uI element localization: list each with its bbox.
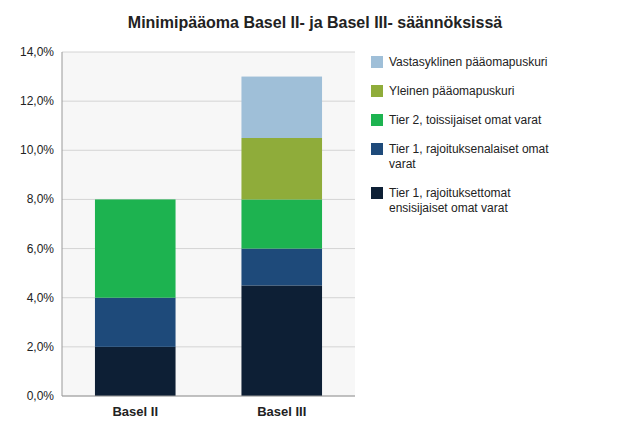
legend-swatch <box>371 85 383 97</box>
grid <box>62 52 355 396</box>
bar-segment <box>241 77 322 138</box>
x-tick-label: Basel III <box>257 404 306 419</box>
legend-entry: Tier 2, toissijaiset omat varat <box>389 113 542 127</box>
bar-segment <box>241 199 322 248</box>
grid-line <box>62 396 355 397</box>
plot-background <box>62 52 355 396</box>
y-tick-label: 2,0% <box>27 340 55 354</box>
bar-segment <box>95 199 176 200</box>
legend-swatch <box>371 187 383 199</box>
y-tick-label: 14,0% <box>20 45 54 59</box>
legend-entry: Tier 1, rajoituksettomatensisijaiset oma… <box>389 186 511 215</box>
bar-segment <box>95 199 176 297</box>
bar-segment <box>95 298 176 347</box>
y-tick-label: 10,0% <box>20 143 54 157</box>
x-tick-label: Basel II <box>112 404 158 419</box>
y-tick-label: 0,0% <box>27 389 55 403</box>
chart: Minimipääoma Basel II- ja Basel III- sää… <box>0 0 630 436</box>
grid-line <box>62 52 355 53</box>
y-tick-label: 12,0% <box>20 94 54 108</box>
bar-segment <box>241 138 322 199</box>
legend-swatch <box>371 114 383 126</box>
y-tick-label: 4,0% <box>27 291 55 305</box>
y-tick-label: 8,0% <box>27 192 55 206</box>
x-axis-line <box>62 396 355 397</box>
legend-entry: Yleinen pääomapuskuri <box>389 84 514 98</box>
bar-segment <box>95 347 176 396</box>
bar-segment <box>95 199 176 200</box>
bar-segment <box>241 249 322 286</box>
legend-entry: Tier 1, rajoituksenalaiset omatvarat <box>389 142 549 171</box>
legend: Vastasyklinen pääomapuskuri Yleinen pääom… <box>371 55 549 215</box>
title: Minimipääoma Basel II- ja Basel III- sää… <box>128 14 502 31</box>
legend-swatch <box>371 143 383 155</box>
legend-entry: Vastasyklinen pääomapuskuri <box>389 55 548 69</box>
bar-segment <box>241 285 322 396</box>
bars <box>95 77 322 396</box>
legend-swatch <box>371 56 383 68</box>
y-axis-line <box>62 52 63 396</box>
y-tick-label: 6,0% <box>27 242 55 256</box>
